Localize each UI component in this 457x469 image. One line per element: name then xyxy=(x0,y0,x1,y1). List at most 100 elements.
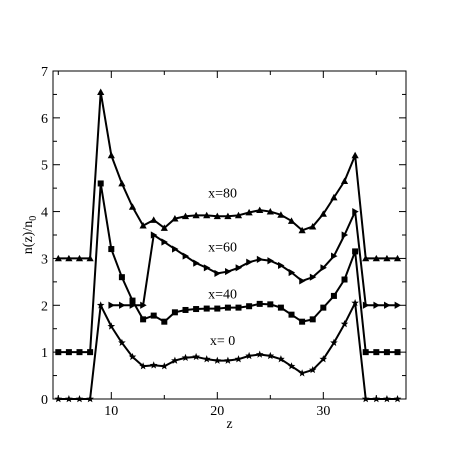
data-point-square xyxy=(55,349,62,356)
data-point-star xyxy=(86,395,94,403)
data-point-star xyxy=(75,395,84,403)
data-point-star xyxy=(319,355,328,363)
data-point-square xyxy=(108,246,115,253)
x-tick-label: 20 xyxy=(210,404,224,419)
data-point-square xyxy=(352,248,359,255)
series-annotation: x=40 xyxy=(208,287,237,302)
data-point-right-triangle xyxy=(341,231,349,239)
y-axis-label-subscript: 0 xyxy=(28,216,39,221)
data-point-triangle xyxy=(383,254,391,262)
data-point-triangle xyxy=(107,151,115,159)
data-point-square xyxy=(76,349,83,356)
data-point-triangle xyxy=(150,216,158,223)
data-point-star xyxy=(181,353,190,362)
data-point-right-triangle xyxy=(150,231,158,239)
data-point-triangle xyxy=(181,212,190,220)
data-point-square xyxy=(309,316,316,323)
data-point-right-triangle xyxy=(373,301,380,309)
data-point-square xyxy=(341,276,348,283)
series-layer xyxy=(54,88,402,403)
data-point-square xyxy=(193,306,200,313)
data-point-triangle xyxy=(362,254,370,262)
series-annotation: x=60 xyxy=(208,240,237,255)
y-tick-label: 1 xyxy=(41,346,48,361)
data-point-square xyxy=(267,301,274,308)
data-point-square xyxy=(320,304,327,311)
data-point-square xyxy=(246,303,253,310)
data-point-right-triangle xyxy=(267,257,274,265)
data-point-square xyxy=(140,316,147,323)
y-tick-label: 7 xyxy=(41,65,48,80)
data-point-square xyxy=(171,309,178,316)
data-point-triangle xyxy=(192,211,200,219)
data-point-star xyxy=(287,362,296,370)
data-point-right-triangle xyxy=(246,258,253,266)
data-point-square xyxy=(182,306,189,313)
data-point-square xyxy=(129,297,136,304)
x-axis-label: z xyxy=(226,417,232,432)
series-0 xyxy=(54,88,402,262)
data-point-square xyxy=(277,304,284,311)
data-point-star xyxy=(149,361,158,369)
data-point-star xyxy=(96,301,105,309)
data-point-right-triangle xyxy=(214,269,221,278)
y-tick-label: 4 xyxy=(41,206,48,221)
data-point-triangle xyxy=(171,215,179,222)
data-point-right-triangle xyxy=(119,301,126,309)
data-point-star xyxy=(202,355,211,363)
data-point-right-triangle xyxy=(182,252,190,260)
data-point-star xyxy=(234,355,243,363)
series-line xyxy=(111,210,398,307)
data-point-star xyxy=(107,322,116,330)
data-point-square xyxy=(224,304,231,311)
data-point-triangle xyxy=(86,254,94,262)
data-point-right-triangle xyxy=(299,277,306,285)
data-point-square xyxy=(97,180,104,187)
data-point-triangle xyxy=(118,179,126,187)
series-1 xyxy=(108,207,402,309)
y-tick-label: 6 xyxy=(41,112,48,127)
data-point-triangle xyxy=(266,207,274,215)
data-point-square xyxy=(288,311,295,318)
data-point-triangle xyxy=(139,222,147,229)
data-point-right-triangle xyxy=(161,238,168,246)
data-point-star xyxy=(308,365,317,374)
data-point-square xyxy=(150,312,157,319)
data-point-right-triangle xyxy=(394,301,402,309)
data-point-right-triangle xyxy=(193,259,200,267)
data-point-square xyxy=(161,318,168,325)
data-point-triangle xyxy=(393,254,402,262)
data-point-right-triangle xyxy=(320,264,327,272)
data-point-triangle xyxy=(224,212,232,220)
series-annotation: x=80 xyxy=(208,187,237,202)
data-point-star xyxy=(213,356,222,364)
data-point-triangle xyxy=(351,151,359,159)
x-tick-label: 30 xyxy=(316,404,330,419)
data-point-right-triangle xyxy=(362,301,370,309)
data-point-right-triangle xyxy=(108,301,115,309)
data-point-star xyxy=(383,395,391,403)
series-2 xyxy=(55,180,401,356)
data-point-right-triangle xyxy=(352,207,359,216)
data-point-star xyxy=(139,362,147,370)
data-point-star xyxy=(361,395,370,403)
data-point-star xyxy=(266,351,275,360)
data-point-star xyxy=(54,395,63,403)
data-point-triangle xyxy=(160,224,168,231)
data-point-triangle xyxy=(256,206,264,214)
series-3 xyxy=(54,298,402,403)
data-point-triangle xyxy=(75,254,84,262)
data-point-triangle xyxy=(54,254,62,262)
data-point-star xyxy=(340,320,349,328)
data-point-star xyxy=(128,352,137,361)
data-point-triangle xyxy=(319,210,327,217)
data-point-triangle xyxy=(213,212,221,220)
data-point-triangle xyxy=(234,211,243,219)
data-point-square xyxy=(373,349,380,356)
data-point-right-triangle xyxy=(331,252,338,260)
series-annotation: x= 0 xyxy=(210,334,235,349)
data-point-right-triangle xyxy=(172,245,179,253)
data-point-star xyxy=(277,355,285,363)
data-point-square xyxy=(330,292,337,299)
